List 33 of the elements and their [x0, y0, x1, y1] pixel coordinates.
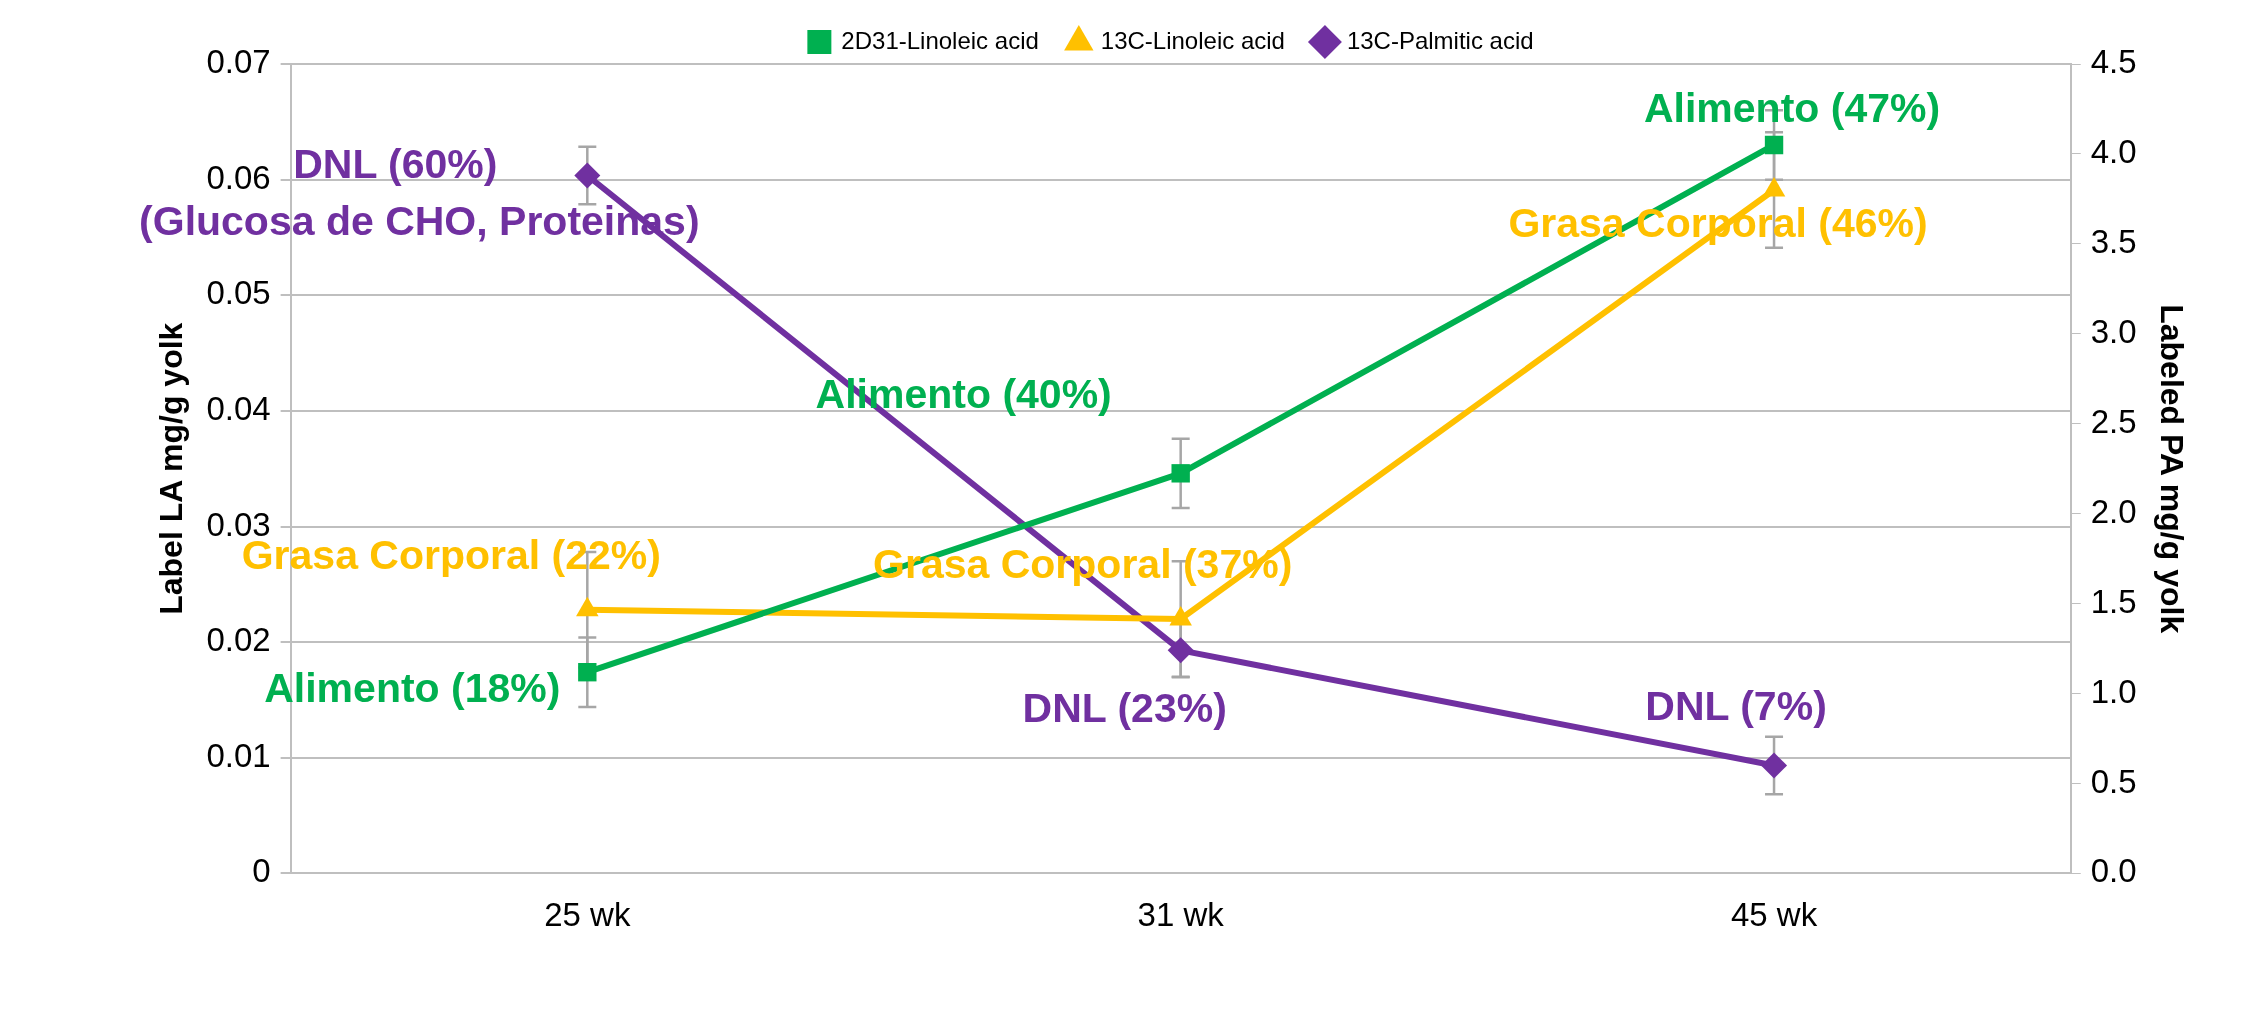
annotation: DNL (23%): [1022, 684, 1227, 731]
y-tick-label: 0.02: [206, 621, 271, 659]
point: [1167, 637, 1194, 664]
y2-tick-label: 3.5: [2090, 222, 2137, 260]
legend-label: 13C-Palmitic acid: [1346, 26, 1534, 54]
y2-tick-label: 2.0: [2090, 492, 2137, 530]
y2-tick-label: 4.0: [2090, 133, 2137, 171]
y2-tick-label: 0.0: [2090, 852, 2137, 890]
x-tick-label: 45 wk: [1730, 896, 1818, 934]
y-axis-title: Label LA mg/g yolk: [153, 322, 190, 615]
y2-tick-label: 4.5: [2090, 43, 2137, 81]
x-tick-label: 31 wk: [1137, 896, 1225, 934]
y-tick-label: 0.01: [206, 736, 271, 774]
y-tick-label: 0.04: [206, 389, 271, 427]
y2-tick-label: 3.0: [2090, 312, 2137, 350]
y-tick-label: 0.05: [206, 274, 271, 312]
legend-label: 13C-Linoleic acid: [1100, 26, 1285, 54]
y2-tick-label: 1.0: [2090, 672, 2137, 710]
annotation: DNL (60%): [293, 141, 498, 188]
y2-tick-label: 2.5: [2090, 402, 2137, 440]
y-tick-label: 0.06: [206, 158, 271, 196]
annotation: Alimento (18%): [264, 664, 561, 711]
annotation: DNL (7%): [1645, 683, 1827, 730]
point: [1761, 752, 1788, 779]
y2-tick-label: 0.5: [2090, 762, 2137, 800]
y2-tick-label: 1.5: [2090, 582, 2137, 620]
y-tick-label: 0: [252, 852, 271, 890]
point: [574, 162, 601, 189]
annotation: Alimento (47%): [1643, 85, 1941, 132]
legend-label: 2D31-Linoleic acid: [841, 26, 1039, 54]
x-tick-label: 25 wk: [544, 896, 631, 934]
y2-axis-title: Labeled PA mg/g yolk: [2153, 304, 2190, 634]
y-tick-label: 0.07: [206, 43, 271, 81]
